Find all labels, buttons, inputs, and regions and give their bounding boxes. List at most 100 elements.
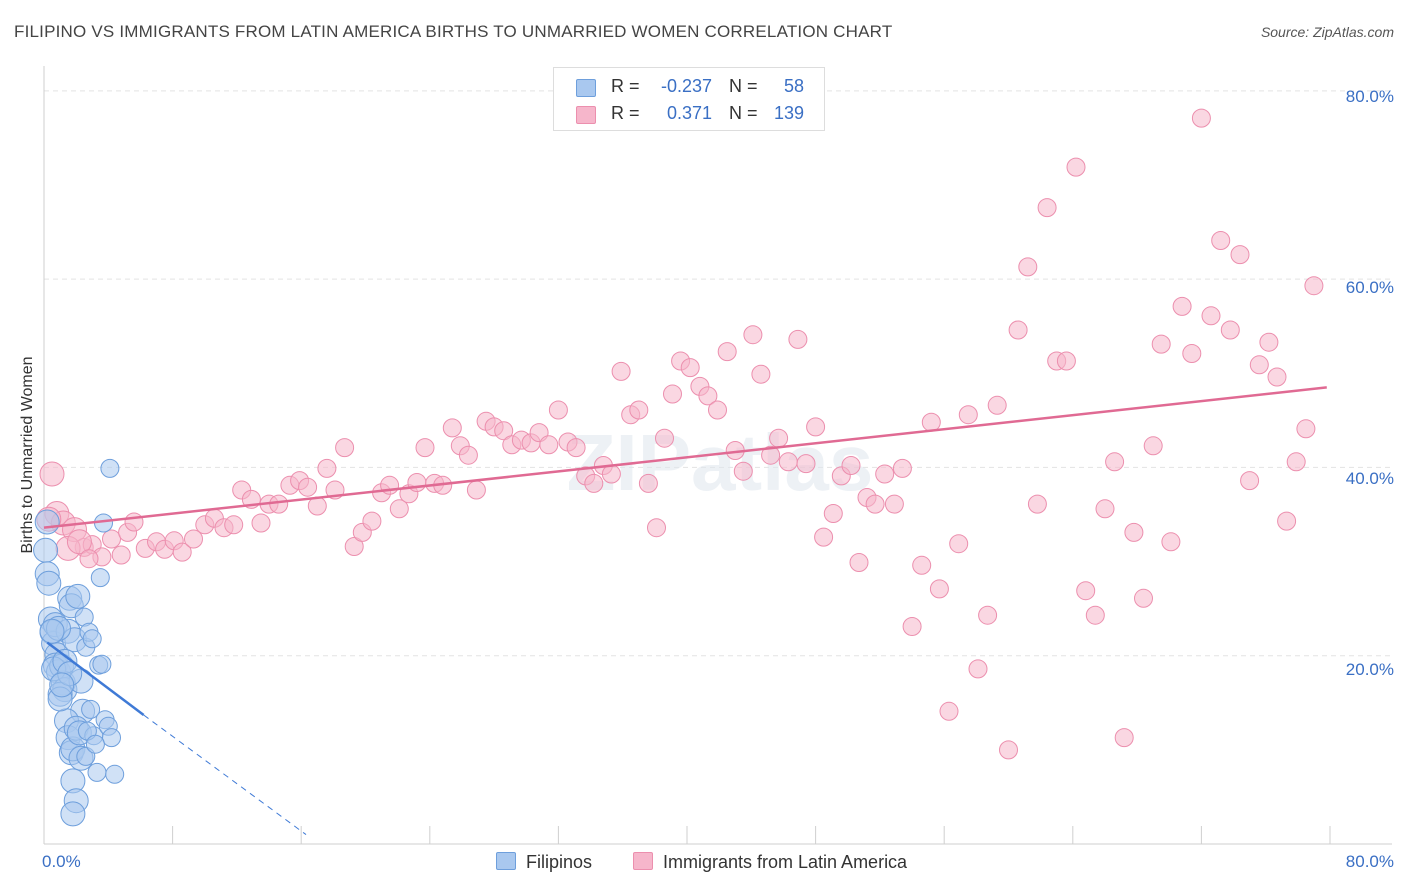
series-filipinos-points <box>33 458 125 827</box>
immigrants-point-105 <box>987 395 1007 415</box>
immigrants-point-83 <box>788 329 808 349</box>
axes <box>43 66 1392 845</box>
immigrants-point-116 <box>1095 499 1115 519</box>
trend-line-filipinos <box>46 641 145 717</box>
immigrants-point-15 <box>172 542 192 562</box>
filipinos-point-55 <box>85 734 105 754</box>
immigrants-point-85 <box>806 417 826 437</box>
legend-item-immigrants: Immigrants from Latin America <box>633 852 907 873</box>
immigrants-point-89 <box>841 456 861 475</box>
immigrants-point-80 <box>761 445 781 465</box>
immigrants-point-114 <box>1076 581 1096 601</box>
immigrants-point-126 <box>1191 108 1211 128</box>
x-tick-label-max: 80.0% <box>1345 852 1394 871</box>
immigrants-point-93 <box>875 464 895 484</box>
immigrants-point-82 <box>778 452 798 472</box>
immigrants-point-115 <box>1085 605 1105 625</box>
immigrants-point-33 <box>344 537 364 556</box>
immigrants-point-8 <box>111 545 131 565</box>
immigrants-point-128 <box>1211 231 1231 250</box>
immigrants-point-25 <box>269 494 289 514</box>
immigrants-point-79 <box>751 364 771 384</box>
immigrants-point-141 <box>66 529 92 555</box>
legend-r-label: R = <box>611 76 640 96</box>
immigrants-point-41 <box>415 438 435 458</box>
legend-row-filipinos: R = -0.237 N = 58 <box>554 73 824 101</box>
immigrants-point-20 <box>224 515 244 535</box>
immigrants-point-73 <box>698 386 718 406</box>
immigrants-point-129 <box>1220 320 1240 340</box>
immigrants-point-118 <box>1114 728 1134 748</box>
immigrants-point-47 <box>466 480 486 500</box>
immigrants-point-125 <box>1182 344 1202 363</box>
filipinos-point-57 <box>49 672 75 698</box>
trend-line-filipinos-extension <box>143 714 307 835</box>
immigrants-point-134 <box>1267 367 1287 387</box>
immigrants-point-0 <box>39 461 65 487</box>
immigrants-point-68 <box>655 428 674 448</box>
filipinos-point-38 <box>92 654 112 674</box>
filipinos-point-34 <box>81 699 101 719</box>
legend-n-label: N = <box>729 103 758 123</box>
immigrants-point-38 <box>389 499 409 519</box>
immigrants-point-107 <box>1008 320 1028 340</box>
immigrants-point-71 <box>680 358 700 378</box>
filipinos-point-44 <box>90 568 110 588</box>
immigrants-point-30 <box>317 458 337 478</box>
immigrants-point-101 <box>949 534 969 554</box>
immigrants-point-96 <box>902 617 922 636</box>
immigrants-point-50 <box>494 421 514 441</box>
immigrants-point-10 <box>124 512 144 532</box>
filipinos-point-0 <box>33 537 59 563</box>
y-tick-label-40: 40.0% <box>1345 469 1394 488</box>
immigrants-point-127 <box>1201 306 1221 326</box>
filipinos-point-3 <box>34 509 60 535</box>
immigrants-point-92 <box>865 494 885 514</box>
immigrants-point-119 <box>1124 522 1144 542</box>
filipinos-point-25 <box>82 629 102 649</box>
immigrants-point-121 <box>1143 436 1163 456</box>
legend-r-value: 0.371 <box>666 103 712 123</box>
immigrants-point-138 <box>1304 276 1324 296</box>
trend-lines <box>43 386 1327 835</box>
immigrants-point-133 <box>1259 332 1279 352</box>
immigrants-point-16 <box>184 529 203 549</box>
immigrants-point-124 <box>1172 296 1192 316</box>
legend-swatch-pink <box>576 106 596 124</box>
immigrants-point-102 <box>958 405 978 425</box>
immigrants-point-28 <box>298 477 318 497</box>
y-axis-label: Births to Unmarried Women <box>19 356 36 554</box>
filipinos-point-46 <box>100 458 120 478</box>
x-tick-label-min: 0.0% <box>42 852 81 871</box>
legend-n-value: 139 <box>773 103 804 123</box>
legend-n-value: 58 <box>783 76 804 96</box>
immigrants-point-99 <box>929 579 949 599</box>
y-tick-label-80: 80.0% <box>1345 87 1394 106</box>
y-tick-label-60: 60.0% <box>1345 278 1394 297</box>
immigrants-point-95 <box>892 458 912 478</box>
immigrants-point-35 <box>362 511 382 531</box>
immigrants-point-65 <box>629 400 649 420</box>
immigrants-point-84 <box>796 454 816 474</box>
legend-label-immigrants: Immigrants from Latin America <box>663 852 908 872</box>
filipinos-point-42 <box>105 764 125 784</box>
immigrants-point-74 <box>708 400 727 420</box>
immigrants-point-32 <box>335 438 355 458</box>
immigrants-point-46 <box>458 445 478 465</box>
legend-label-filipinos: Filipinos <box>526 852 593 872</box>
immigrants-point-136 <box>1286 452 1306 472</box>
immigrants-point-86 <box>814 527 834 547</box>
chart-source: Source: ZipAtlas.com <box>1260 24 1394 40</box>
immigrants-point-113 <box>1066 157 1086 177</box>
immigrants-point-103 <box>968 659 988 679</box>
grid-lines <box>44 90 1392 657</box>
filipinos-point-56 <box>39 618 65 644</box>
immigrants-point-110 <box>1037 198 1057 218</box>
immigrants-point-132 <box>1249 355 1269 375</box>
filipinos-point-41 <box>102 728 121 748</box>
immigrants-point-122 <box>1151 334 1171 354</box>
immigrants-point-137 <box>1296 419 1316 439</box>
immigrants-point-108 <box>1018 257 1038 277</box>
immigrants-point-55 <box>539 435 559 455</box>
